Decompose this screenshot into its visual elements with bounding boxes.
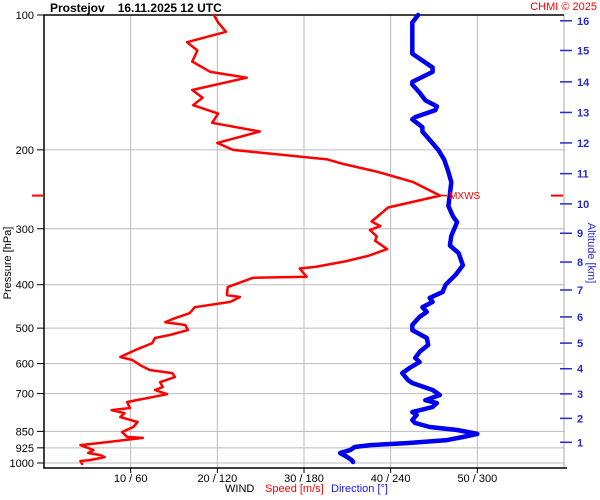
altitude-tick-label: 6: [577, 312, 583, 324]
altitude-tick-label: 5: [577, 338, 583, 350]
altitude-tick-label: 1: [577, 437, 583, 449]
wind-axis-tick-label: 50 / 300: [457, 473, 497, 485]
station-name: Prostejov: [50, 1, 105, 15]
altitude-tick-label: 10: [577, 199, 589, 211]
altitude-tick-label: 8: [577, 257, 583, 269]
altitude-tick-label: 11: [577, 169, 589, 181]
altitude-tick-label: 15: [577, 45, 589, 57]
altitude-axis-label: Altitude [km]: [585, 222, 597, 284]
pressure-tick-label: 500: [16, 323, 34, 335]
wind-axis-tick-label: 10 / 60: [114, 473, 148, 485]
pressure-tick-label: 700: [16, 389, 34, 401]
altitude-tick-label: 7: [577, 285, 583, 297]
altitude-tick-label: 12: [577, 138, 589, 150]
pressure-axis-label: Pressure [hPa]: [2, 226, 14, 300]
copyright-notice: CHMI © 2025: [530, 1, 597, 13]
wind-axis-tick-label: 20 / 120: [197, 473, 237, 485]
legend-direction: Direction [°]: [331, 483, 388, 495]
altitude-tick-label: 14: [577, 77, 590, 89]
pressure-tick-label: 200: [16, 145, 34, 157]
legend-wind: WIND: [225, 483, 255, 495]
altitude-tick-label: 3: [577, 389, 583, 401]
pressure-tick-label: 925: [16, 443, 34, 455]
pressure-tick-label: 600: [16, 359, 34, 371]
altitude-tick-label: 2: [577, 413, 583, 425]
pressure-tick-label: 300: [16, 224, 34, 236]
page-title: Prostejov 16.11.2025 12 UTC: [50, 1, 222, 15]
sounding-datetime: 16.11.2025 12 UTC: [117, 1, 222, 15]
wind-axis-tick-label: 30 / 180: [284, 473, 324, 485]
legend-speed: Speed [m/s]: [265, 483, 324, 495]
speed-curve: [79, 13, 442, 466]
pressure-tick-label: 400: [16, 280, 34, 292]
altitude-tick-label: 13: [577, 107, 589, 119]
pressure-tick-label: 100: [16, 10, 34, 22]
altitude-tick-label: 4: [577, 364, 584, 376]
wind-axis-tick-label: 40 / 240: [371, 473, 411, 485]
altitude-tick-label: 9: [577, 228, 583, 240]
max-wind-label: MXWS: [449, 191, 480, 202]
pressure-tick-label: 850: [16, 426, 34, 438]
x-axis-legend: WIND Speed [m/s] Direction [°]: [0, 483, 600, 497]
altitude-tick-label: 16: [577, 16, 589, 28]
direction-curve: [337, 12, 480, 465]
pressure-tick-label: 1000: [10, 458, 34, 470]
